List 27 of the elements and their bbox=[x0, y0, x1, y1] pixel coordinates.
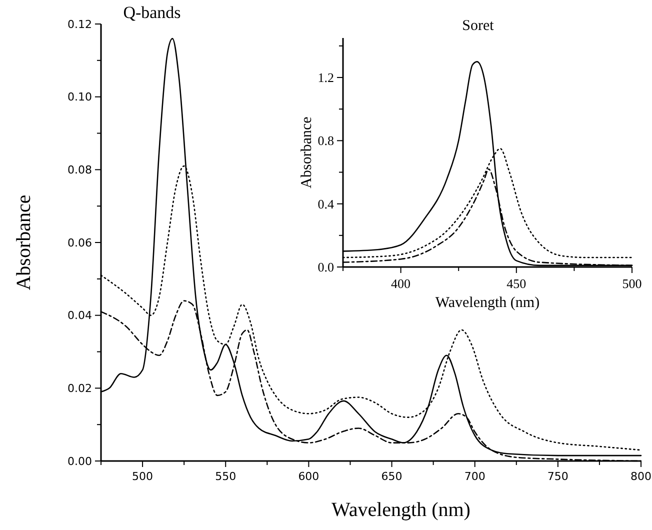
chart-title: Q-bands bbox=[123, 3, 181, 22]
x-tick-label: 750 bbox=[547, 470, 568, 483]
y-tick-label: 0.08 bbox=[68, 164, 92, 177]
y-tick-label: 0.00 bbox=[68, 454, 92, 468]
y-axis-title: Absorbance bbox=[13, 194, 35, 290]
x-tick-label: 600 bbox=[298, 470, 320, 483]
x-tick-label: 500 bbox=[132, 470, 154, 483]
y-tick-label: 1.2 bbox=[318, 70, 334, 86]
x-axis-title: Wavelength (nm) bbox=[332, 499, 470, 521]
y-tick-label: 0.8 bbox=[318, 133, 334, 148]
x-tick-label: 550 bbox=[215, 470, 236, 483]
y-tick-label: 0.0 bbox=[318, 260, 334, 275]
y-tick-label: 0.4 bbox=[318, 196, 334, 212]
x-axis-title: Wavelength (nm) bbox=[435, 295, 540, 311]
y-axis-title: Absorbance bbox=[299, 116, 315, 188]
y-tick-label: 0.02 bbox=[68, 382, 92, 396]
y-tick-label: 0.06 bbox=[68, 236, 92, 250]
y-tick-label: 0.10 bbox=[68, 90, 92, 104]
x-tick-label: 400 bbox=[391, 276, 411, 291]
x-tick-label: 450 bbox=[506, 276, 526, 291]
x-tick-label: 650 bbox=[381, 470, 402, 483]
x-tick-label: 700 bbox=[464, 470, 486, 483]
y-tick-label: 0.12 bbox=[68, 18, 92, 31]
y-tick-label: 0.04 bbox=[68, 309, 92, 322]
x-tick-label: 500 bbox=[622, 276, 642, 291]
chart-title: Soret bbox=[462, 18, 495, 34]
x-tick-label: 800 bbox=[630, 470, 652, 483]
